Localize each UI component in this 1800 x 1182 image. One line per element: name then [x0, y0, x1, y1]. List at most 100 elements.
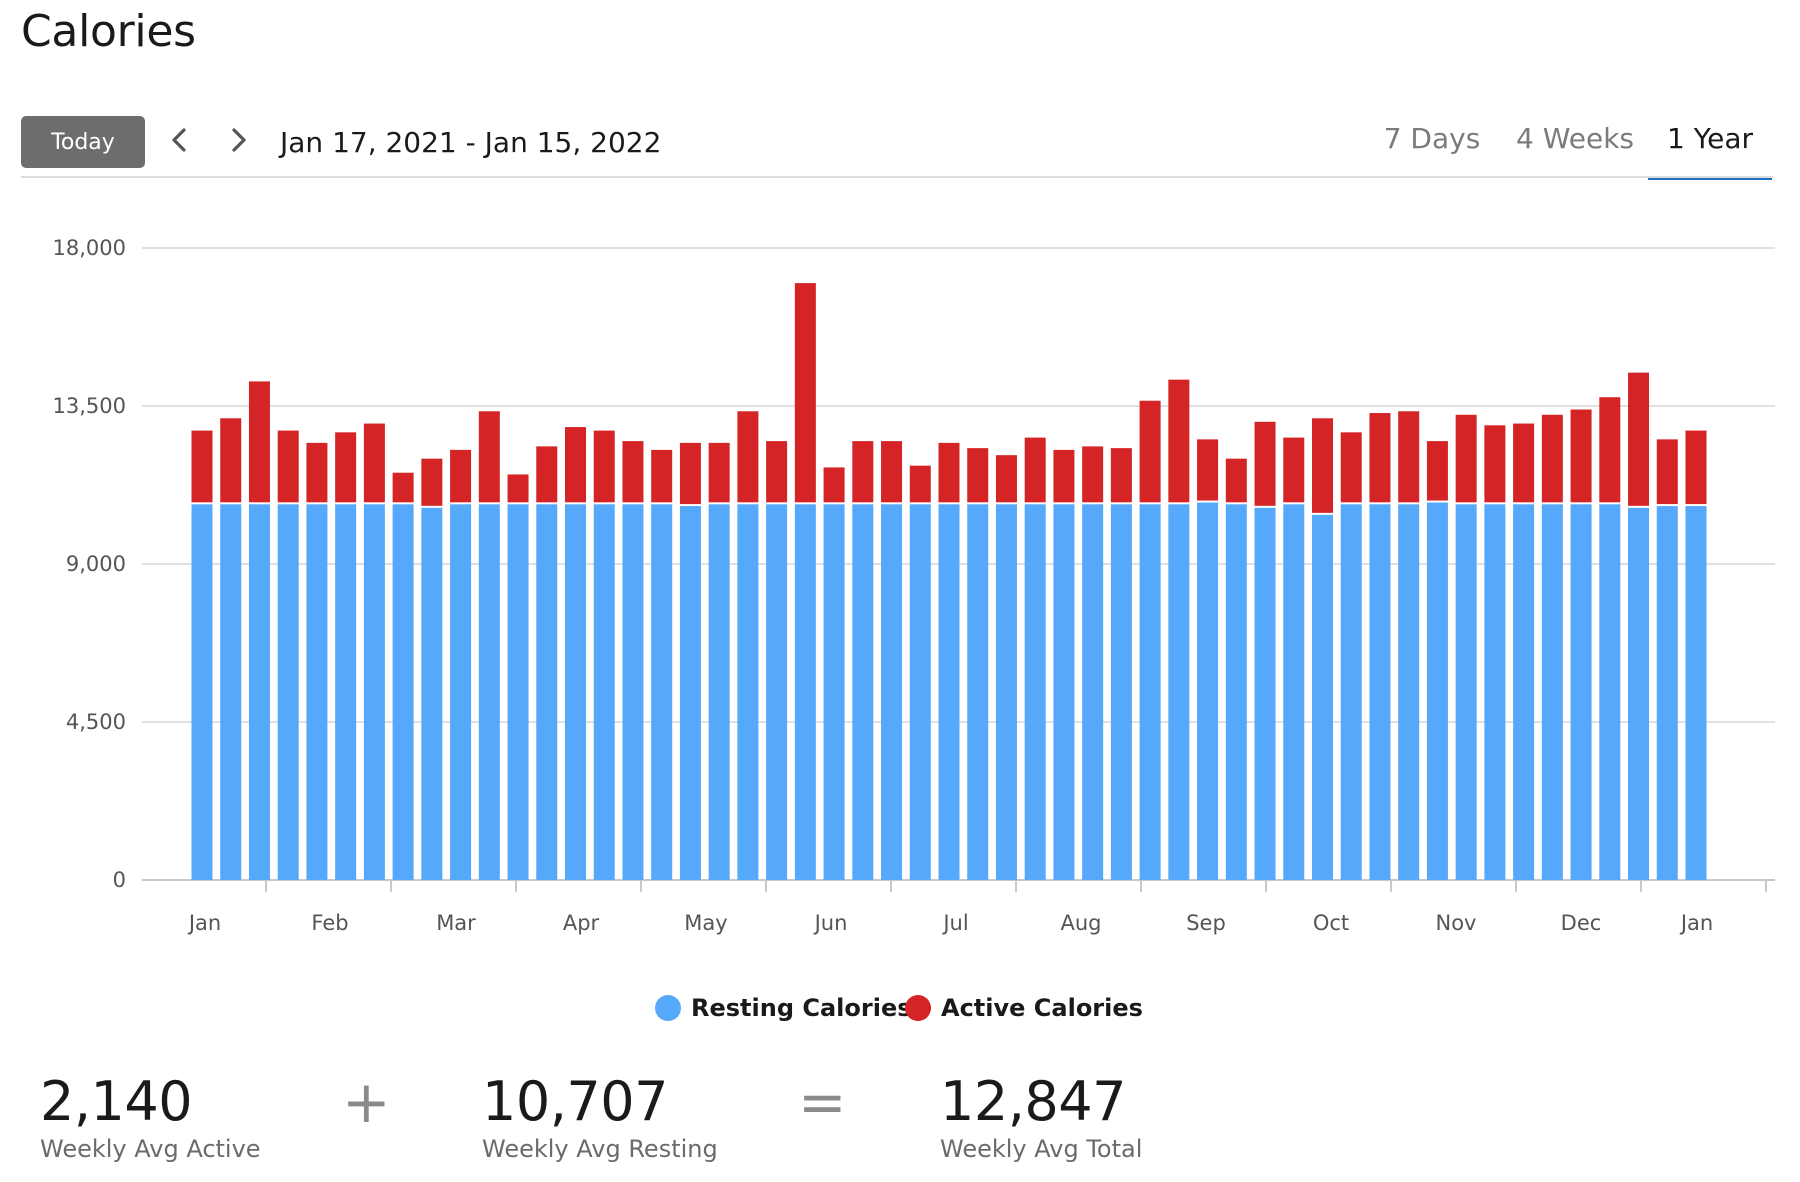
- bar-resting[interactable]: [593, 504, 615, 880]
- bar-resting[interactable]: [1599, 504, 1621, 880]
- bar-active[interactable]: [737, 411, 759, 503]
- bar-active[interactable]: [421, 458, 443, 506]
- bar-resting[interactable]: [1628, 507, 1650, 880]
- bar-resting[interactable]: [794, 504, 816, 880]
- tab-1-year[interactable]: 1 Year: [1648, 122, 1772, 180]
- bar-active[interactable]: [651, 449, 673, 503]
- bar-resting[interactable]: [766, 504, 788, 880]
- bar-resting[interactable]: [191, 504, 213, 880]
- bar-active[interactable]: [1053, 449, 1075, 503]
- bar-active[interactable]: [909, 465, 931, 503]
- bar-resting[interactable]: [248, 504, 270, 880]
- bar-active[interactable]: [1628, 372, 1650, 506]
- bar-resting[interactable]: [421, 507, 443, 880]
- bar-resting[interactable]: [1513, 504, 1535, 880]
- bar-resting[interactable]: [1455, 504, 1477, 880]
- bar-resting[interactable]: [1053, 504, 1075, 880]
- bar-active[interactable]: [1197, 439, 1219, 501]
- bar-active[interactable]: [708, 442, 730, 503]
- bar-active[interactable]: [1685, 430, 1707, 505]
- bar-resting[interactable]: [881, 504, 903, 880]
- bar-resting[interactable]: [1312, 514, 1333, 880]
- bar-active[interactable]: [1110, 448, 1132, 503]
- bar-active[interactable]: [1254, 421, 1276, 506]
- bar-active[interactable]: [363, 423, 385, 503]
- next-period-button[interactable]: [220, 122, 256, 158]
- legend-item-resting[interactable]: Resting Calories: [655, 990, 912, 1026]
- bar-active[interactable]: [1426, 441, 1448, 501]
- bar-active[interactable]: [1024, 437, 1046, 503]
- bar-active[interactable]: [1656, 439, 1678, 505]
- bar-active[interactable]: [1139, 400, 1161, 503]
- bar-active[interactable]: [766, 441, 788, 503]
- bar-active[interactable]: [622, 441, 644, 503]
- bar-active[interactable]: [1082, 446, 1104, 503]
- bar-resting[interactable]: [1254, 507, 1276, 880]
- bar-resting[interactable]: [1082, 504, 1104, 880]
- tab-7-days[interactable]: 7 Days: [1383, 122, 1481, 155]
- bar-active[interactable]: [248, 381, 270, 503]
- tab-4-weeks[interactable]: 4 Weeks: [1515, 122, 1634, 155]
- bar-resting[interactable]: [938, 504, 960, 880]
- bar-active[interactable]: [1283, 437, 1305, 503]
- today-button[interactable]: Today: [21, 116, 145, 168]
- bar-resting[interactable]: [1110, 504, 1132, 880]
- bar-active[interactable]: [1484, 425, 1506, 503]
- bar-active[interactable]: [995, 455, 1017, 503]
- bar-active[interactable]: [794, 283, 816, 503]
- bar-resting[interactable]: [335, 504, 357, 880]
- bar-resting[interactable]: [737, 504, 759, 880]
- bar-active[interactable]: [852, 441, 874, 503]
- bar-active[interactable]: [392, 472, 414, 503]
- bar-resting[interactable]: [1197, 502, 1219, 880]
- bar-active[interactable]: [938, 442, 960, 503]
- bar-resting[interactable]: [967, 504, 989, 880]
- bar-active[interactable]: [1599, 397, 1621, 503]
- bar-active[interactable]: [565, 427, 586, 503]
- bar-active[interactable]: [191, 430, 213, 503]
- bar-active[interactable]: [1541, 414, 1563, 503]
- bar-resting[interactable]: [507, 504, 529, 880]
- bar-active[interactable]: [823, 467, 845, 503]
- bar-active[interactable]: [450, 449, 472, 503]
- previous-period-button[interactable]: [162, 122, 198, 158]
- bar-resting[interactable]: [363, 504, 385, 880]
- bar-active[interactable]: [277, 430, 299, 503]
- bar-resting[interactable]: [1139, 504, 1161, 880]
- bar-resting[interactable]: [450, 504, 472, 880]
- bar-resting[interactable]: [852, 504, 874, 880]
- bar-resting[interactable]: [536, 504, 558, 880]
- bar-active[interactable]: [1168, 379, 1190, 503]
- bar-active[interactable]: [1398, 411, 1420, 503]
- bar-active[interactable]: [536, 446, 558, 503]
- bar-active[interactable]: [1369, 413, 1391, 503]
- bar-resting[interactable]: [1685, 506, 1707, 880]
- bar-resting[interactable]: [651, 504, 673, 880]
- legend-item-active[interactable]: Active Calories: [905, 990, 1143, 1026]
- bar-resting[interactable]: [1398, 504, 1420, 880]
- bar-resting[interactable]: [1283, 504, 1305, 880]
- bar-resting[interactable]: [1541, 504, 1563, 880]
- bar-resting[interactable]: [708, 504, 730, 880]
- bar-active[interactable]: [1570, 409, 1592, 503]
- bar-resting[interactable]: [679, 506, 701, 880]
- bar-resting[interactable]: [1656, 506, 1678, 880]
- bar-active[interactable]: [220, 418, 242, 503]
- bar-resting[interactable]: [1570, 504, 1592, 880]
- bar-resting[interactable]: [306, 504, 328, 880]
- bar-active[interactable]: [335, 432, 357, 503]
- bar-active[interactable]: [881, 441, 903, 503]
- bar-resting[interactable]: [1484, 504, 1506, 880]
- bar-resting[interactable]: [1426, 502, 1448, 880]
- bar-active[interactable]: [967, 448, 989, 503]
- bar-resting[interactable]: [995, 504, 1017, 880]
- bar-resting[interactable]: [565, 504, 586, 880]
- bar-resting[interactable]: [220, 504, 242, 880]
- bar-resting[interactable]: [1168, 504, 1190, 880]
- bar-resting[interactable]: [1225, 504, 1247, 880]
- bar-resting[interactable]: [1024, 504, 1046, 880]
- bar-resting[interactable]: [1340, 504, 1362, 880]
- bar-active[interactable]: [1312, 418, 1333, 513]
- bar-resting[interactable]: [909, 504, 931, 880]
- bar-active[interactable]: [1455, 414, 1477, 503]
